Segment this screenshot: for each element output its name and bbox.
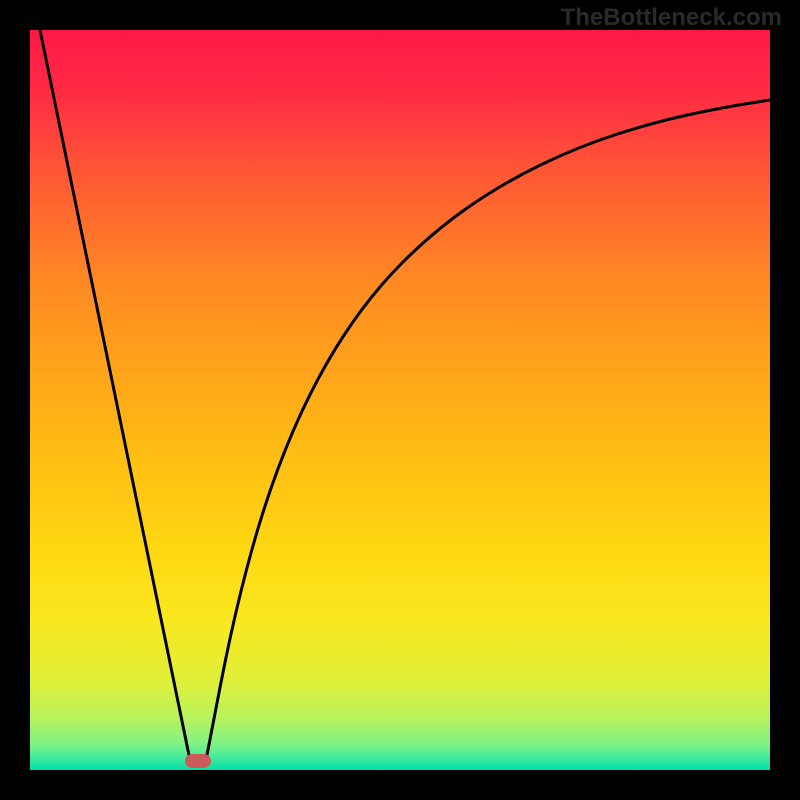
vertex-marker: [185, 754, 211, 768]
chart-container: TheBottleneck.com: [0, 0, 800, 800]
watermark-text: TheBottleneck.com: [561, 4, 782, 32]
bottleneck-curve: [40, 30, 770, 760]
curve-layer: [30, 30, 770, 770]
plot-area: [30, 30, 770, 770]
